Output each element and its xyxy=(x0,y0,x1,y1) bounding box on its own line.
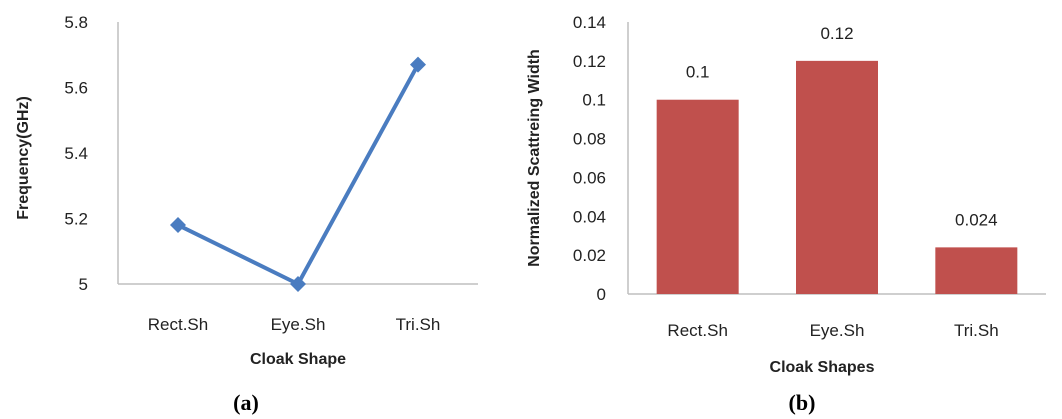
y-axis-title: Normalized Scattreing Width xyxy=(526,49,543,267)
y-tick-label: 5.6 xyxy=(64,79,88,98)
y-tick-label: 5.2 xyxy=(64,210,88,229)
y-tick-label: 5.8 xyxy=(64,13,88,32)
x-tick-label: Rect.Sh xyxy=(667,321,727,340)
bar-data-label: 0.024 xyxy=(955,210,998,229)
bar xyxy=(796,60,878,294)
x-tick-label: Tri.Sh xyxy=(954,321,999,340)
line-chart-panel: 5 5.2 5.4 5.6 5.8 Rect.Sh Eye.Sh Tri.Sh Freque… xyxy=(15,13,478,415)
data-point-marker xyxy=(170,217,186,234)
x-axis-title: Cloak Shapes xyxy=(770,359,875,376)
x-tick-label: Rect.Sh xyxy=(148,315,208,334)
data-point-marker xyxy=(410,56,426,73)
bar xyxy=(935,247,1018,294)
data-point-marker xyxy=(290,276,306,292)
bar-data-label: 0.12 xyxy=(820,24,853,43)
y-tick-label: 0.06 xyxy=(573,168,606,187)
y-tick-label: 0.08 xyxy=(573,130,606,149)
x-tick-label: Eye.Sh xyxy=(271,315,326,334)
x-tick-label: Tri.Sh xyxy=(396,315,441,334)
y-axis-title: Frequency(GHz) xyxy=(15,96,32,220)
y-tick-label: 0.14 xyxy=(573,13,606,32)
x-tick-label: Eye.Sh xyxy=(810,321,865,340)
bar-chart-panel: 0 0.02 0.04 0.06 0.08 0.1 0.12 0.14 0.1 0.12 0.02… xyxy=(526,13,1046,415)
panel-label: (b) xyxy=(789,390,816,415)
y-tick-label: 0.1 xyxy=(582,91,606,110)
x-axis-title: Cloak Shape xyxy=(250,351,346,368)
series-line xyxy=(177,63,420,286)
bar-data-label: 0.1 xyxy=(686,63,710,82)
y-tick-label: 5.4 xyxy=(64,144,88,163)
y-tick-label: 0.04 xyxy=(573,207,606,226)
y-tick-label: 0 xyxy=(597,285,606,304)
y-tick-label: 5 xyxy=(79,275,88,294)
panel-label: (a) xyxy=(233,390,259,415)
y-tick-label: 0.12 xyxy=(573,52,606,71)
y-tick-label: 0.02 xyxy=(573,246,606,265)
bar xyxy=(656,99,739,294)
